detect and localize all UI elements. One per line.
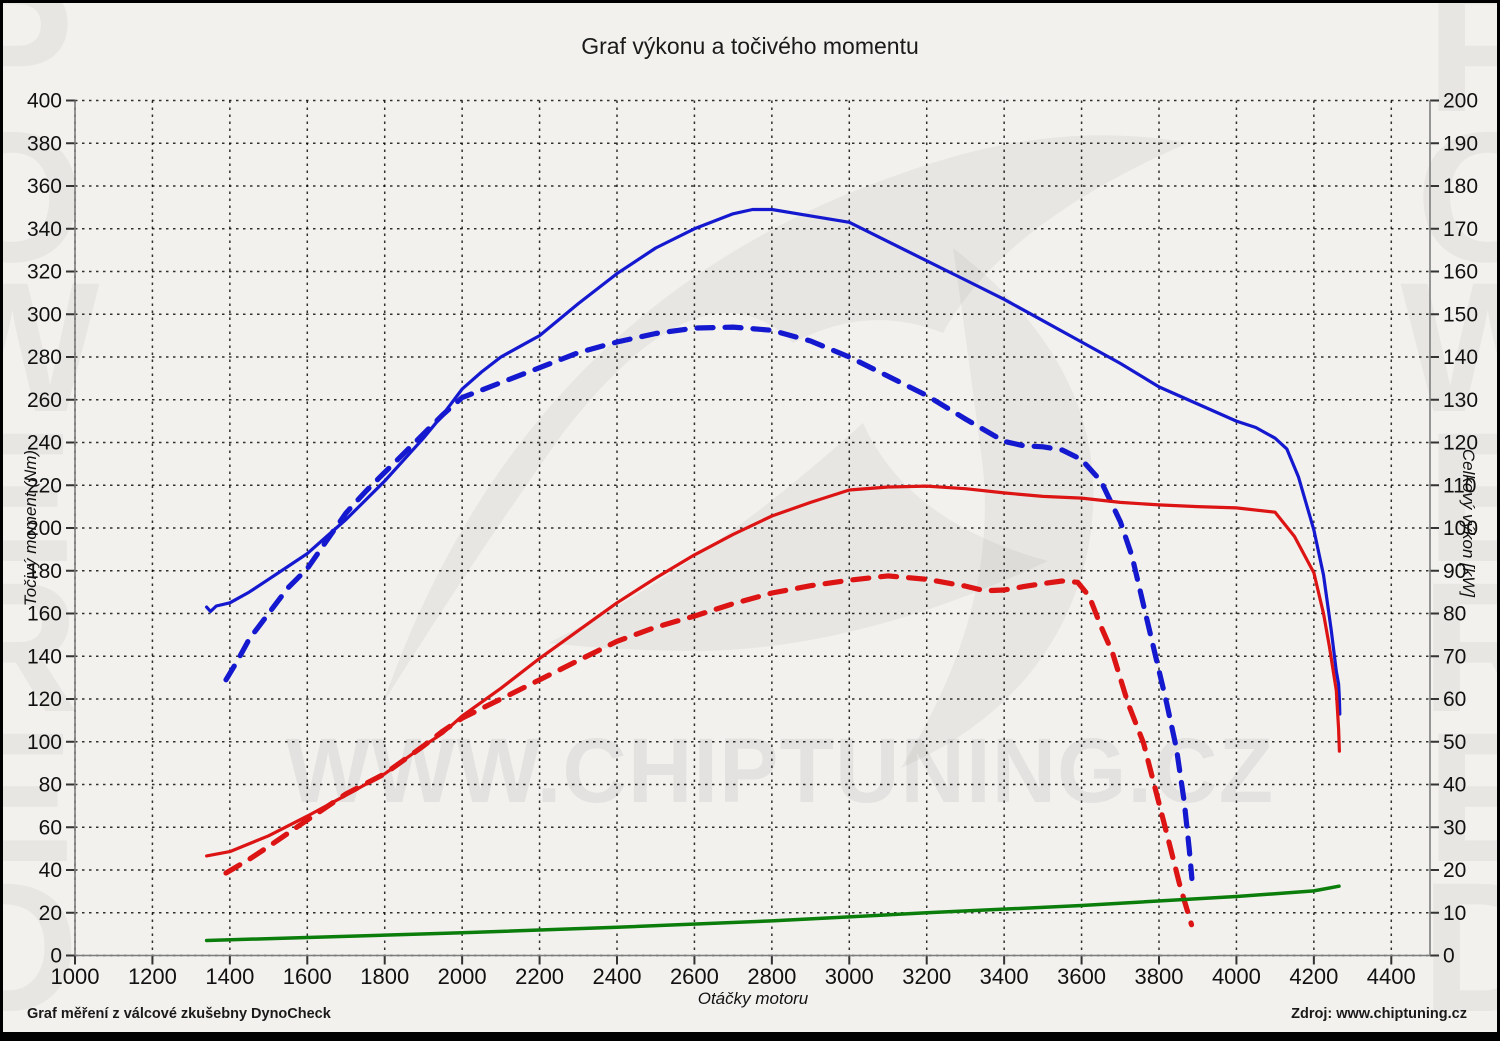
- x-tick-label: 1000: [51, 964, 100, 989]
- curve-power_stock: [223, 573, 1195, 928]
- x-tick-label: 3800: [1135, 964, 1184, 989]
- bottom-black-bar: [3, 1032, 1497, 1038]
- y-right-tick-label: 30: [1443, 816, 1466, 839]
- footer-measurement-note: Graf měření z válcové zkušebny DynoCheck: [27, 1006, 331, 1022]
- y-left-tick-label: 220: [27, 474, 62, 497]
- x-tick-label: 4000: [1212, 964, 1261, 989]
- y-left-tick-label: 80: [39, 774, 62, 797]
- y-right-tick-label: 170: [1443, 218, 1478, 241]
- y-left-tick-label: 360: [27, 175, 62, 198]
- x-tick-label: 3400: [980, 964, 1029, 989]
- x-tick-label: 2000: [438, 964, 487, 989]
- y-left-tick-label: 200: [27, 517, 62, 540]
- watermark-letter: W: [1400, 256, 1497, 441]
- y-right-tick-label: 70: [1443, 645, 1466, 668]
- watermark-letter: R: [3, 556, 79, 741]
- x-tick-label: 1800: [360, 964, 409, 989]
- x-tick-label: 3000: [825, 964, 874, 989]
- y-right-axis-label: Celkový výkon [kW]: [1459, 448, 1478, 598]
- x-tick-label: 2400: [593, 964, 642, 989]
- y-left-tick-label: 60: [39, 816, 62, 839]
- watermark-powered-left: POWERED: [3, 3, 100, 1039]
- watermark-letter: D: [3, 856, 79, 1039]
- y-right-tick-label: 20: [1443, 859, 1466, 882]
- y-right-tick-label: 190: [1443, 132, 1478, 155]
- y-right-tick-label: 50: [1443, 731, 1466, 754]
- watermark-letter: E: [1426, 706, 1497, 891]
- footer-source-note: Zdroj: www.chiptuning.cz: [1291, 1006, 1467, 1022]
- y-right-tick-label: 110: [1443, 474, 1476, 497]
- y-left-axis-label: Točivý moment (Nm): [21, 449, 40, 607]
- x-tick-label: 3600: [1057, 964, 1106, 989]
- x-tick-label: 2800: [747, 964, 796, 989]
- x-tick-label: 1200: [128, 964, 177, 989]
- watermark-center-text: WWW.CHIPTUNING.CZ: [286, 720, 1275, 822]
- x-tick-label: 1600: [283, 964, 332, 989]
- watermark-letter: P: [3, 3, 74, 141]
- watermark-letter: P: [1426, 3, 1497, 141]
- curve-torque_tuned: [205, 207, 1342, 716]
- y-left-tick-label: 120: [27, 688, 62, 711]
- x-tick-label: 4200: [1289, 964, 1338, 989]
- y-left-tick-label: 240: [27, 432, 62, 455]
- x-tick-label: 1400: [205, 964, 254, 989]
- y-left-tick-label: 400: [27, 90, 62, 113]
- y-right-tick-label: 200: [1443, 90, 1478, 113]
- x-tick-label: 3200: [902, 964, 951, 989]
- y-right-tick-label: 160: [1443, 261, 1478, 284]
- x-tick-label: 4400: [1367, 964, 1416, 989]
- watermark-letter: E: [1426, 406, 1497, 591]
- y-left-tick-label: 40: [39, 859, 62, 882]
- y-right-tick-label: 100: [1443, 517, 1478, 540]
- y-right-tick-label: 140: [1443, 346, 1478, 369]
- y-right-tick-label: 180: [1443, 175, 1478, 198]
- y-right-tick-label: 0: [1443, 945, 1455, 968]
- y-right-tick-label: 90: [1443, 560, 1466, 583]
- y-left-tick-label: 260: [27, 389, 62, 412]
- y-left-tick-label: 280: [27, 346, 62, 369]
- watermark-letter: O: [3, 106, 84, 291]
- y-left-tick-label: 380: [27, 132, 62, 155]
- watermark-letter: E: [3, 706, 74, 891]
- watermark-letter: W: [3, 256, 100, 441]
- plot-area: 1000 1200 1400 1600 1800 2000 2200 2400 2600 2800…: [27, 90, 1478, 990]
- x-axis-label: Otáčky motoru: [697, 989, 809, 1008]
- watermark-letter: D: [1421, 856, 1497, 1039]
- curve-losses: [204, 884, 1341, 943]
- watermark-logo-bird: [383, 135, 1188, 768]
- y-left-tick-label: 140: [27, 645, 62, 668]
- y-left-tick-label: 160: [27, 603, 62, 626]
- watermark-letter: E: [3, 406, 74, 591]
- watermark-letter: R: [1421, 556, 1497, 741]
- y-right-tick-label: 40: [1443, 774, 1466, 797]
- y-left-tick-label: 320: [27, 261, 62, 284]
- y-right-tick-label: 120: [1443, 432, 1478, 455]
- x-tick-label: 2600: [670, 964, 719, 989]
- y-right-tick-label: 130: [1443, 389, 1478, 412]
- y-left-tick-label: 300: [27, 303, 62, 326]
- curve-torque_stock: [223, 324, 1195, 882]
- y-right-tick-label: 80: [1443, 603, 1466, 626]
- x-tick-label: 2200: [515, 964, 564, 989]
- curve-power_tuned: [205, 484, 1342, 858]
- y-left-tick-label: 340: [27, 218, 62, 241]
- y-left-tick-label: 100: [27, 731, 62, 754]
- y-left-tick-label: 180: [27, 560, 62, 583]
- y-left-tick-label: 0: [50, 945, 62, 968]
- y-left-tick-label: 20: [39, 902, 62, 925]
- y-right-tick-label: 150: [1443, 303, 1478, 326]
- y-right-tick-label: 10: [1443, 902, 1466, 925]
- y-right-tick-label: 60: [1443, 688, 1466, 711]
- chart-title: Graf výkonu a točivého momentu: [581, 33, 919, 59]
